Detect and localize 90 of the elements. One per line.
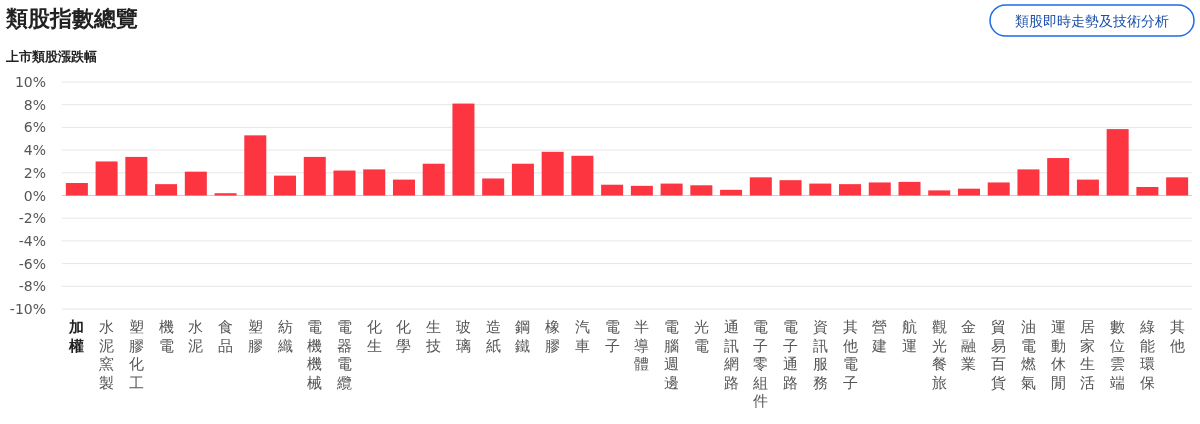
- chart-title: 類股指數總覽: [5, 6, 138, 31]
- bar: [809, 183, 832, 196]
- bar: [749, 177, 772, 196]
- x-tick-label: 觀光餐旅: [931, 318, 947, 392]
- x-tick-label: 居家生活: [1080, 318, 1096, 392]
- bar: [155, 184, 178, 196]
- y-tick-label: 6%: [23, 119, 46, 136]
- y-tick-label: 8%: [23, 96, 46, 113]
- bar: [601, 184, 624, 196]
- x-tick-label: 加權: [68, 318, 85, 355]
- x-tick-label: 玻璃: [455, 318, 471, 355]
- bar: [95, 161, 118, 196]
- x-tick-label: 電子: [604, 318, 620, 355]
- x-tick-label: 食品: [218, 318, 234, 355]
- bar: [422, 163, 445, 196]
- bar: [452, 103, 475, 196]
- x-tick-label: 塑膠化工: [128, 318, 144, 392]
- bar: [720, 189, 743, 196]
- x-tick-label: 光電: [693, 318, 709, 355]
- x-tick-label: 汽車: [574, 318, 590, 355]
- y-tick-label: 4%: [23, 142, 46, 159]
- bar: [898, 181, 921, 196]
- bar: [987, 182, 1010, 196]
- x-tick-label: 電腦週邊: [664, 318, 680, 392]
- x-tick-label: 橡膠: [545, 318, 561, 355]
- y-tick-label: -8%: [18, 278, 46, 295]
- bar: [1047, 158, 1070, 196]
- x-tick-label: 運動休閒: [1050, 318, 1066, 392]
- x-tick-label: 通訊網路: [722, 318, 739, 392]
- y-tick-label: 0%: [23, 187, 46, 204]
- x-tick-label: 其他電子: [842, 318, 858, 392]
- bar: [541, 151, 564, 196]
- bar: [65, 183, 88, 196]
- bar: [928, 190, 951, 196]
- bar: [630, 185, 653, 196]
- x-tick-label: 鋼鐵: [515, 318, 531, 355]
- bar: [571, 155, 594, 196]
- bar: [482, 178, 505, 196]
- x-tick-label: 資訊服務: [812, 318, 828, 392]
- bar: [957, 188, 980, 196]
- x-tick-label: 電子通路: [783, 318, 799, 392]
- bar: [1166, 177, 1189, 196]
- x-tick-label: 化生: [366, 318, 382, 355]
- bar: [214, 193, 237, 196]
- bar: [125, 156, 148, 196]
- x-tick-label: 綠能環保: [1138, 318, 1155, 392]
- chart-subtitle: 上市類股漲跌幅: [5, 49, 97, 64]
- x-tick-label: 化學: [396, 318, 412, 355]
- bar: [779, 180, 802, 196]
- bar: [392, 179, 415, 196]
- x-tick-label: 水泥窯製: [99, 318, 115, 392]
- bar: [184, 171, 207, 196]
- bar: [511, 163, 534, 196]
- bar: [1136, 186, 1159, 196]
- x-tick-label: 金融業: [961, 318, 977, 373]
- y-tick-label: 2%: [23, 164, 46, 181]
- x-tick-label: 電機機械: [307, 318, 323, 392]
- x-tick-label: 半導體: [634, 318, 650, 373]
- bar: [660, 183, 683, 196]
- x-tick-label: 電器電纜: [336, 318, 352, 392]
- x-tick-label: 紡織: [276, 318, 293, 355]
- x-tick-label: 貿易百貨: [991, 318, 1007, 392]
- x-tick-label: 塑膠: [247, 318, 263, 355]
- x-tick-label: 其他: [1169, 318, 1185, 355]
- bar: [363, 169, 386, 196]
- bar: [690, 185, 713, 196]
- bar: [1017, 169, 1040, 196]
- bar: [1106, 129, 1129, 196]
- y-tick-label: 10%: [14, 74, 46, 90]
- text: 類股即時走勢及技術分析: [1015, 13, 1169, 29]
- bar: [1076, 179, 1099, 196]
- bar: [274, 175, 297, 196]
- y-tick-label: -4%: [18, 232, 46, 249]
- x-tick-label: 機電: [158, 318, 174, 355]
- x-tick-label: 航運: [902, 318, 917, 355]
- x-tick-label: 造紙: [485, 318, 501, 355]
- bar: [839, 184, 862, 196]
- x-tick-label: 生技: [425, 318, 442, 355]
- bar: [333, 170, 356, 196]
- x-tick-label: 油電燃氣: [1020, 318, 1036, 392]
- x-tick-label: 電子零組件: [752, 318, 769, 410]
- y-tick-label: -10%: [9, 301, 46, 317]
- y-tick-label: -2%: [18, 210, 46, 227]
- bar: [868, 182, 891, 196]
- bar: [303, 156, 326, 196]
- x-tick-label: 數位雲端: [1110, 318, 1126, 392]
- x-tick-label: 營建: [871, 318, 888, 355]
- y-tick-label: -6%: [18, 255, 46, 272]
- bar: [244, 135, 267, 196]
- x-tick-label: 水泥: [188, 318, 204, 355]
